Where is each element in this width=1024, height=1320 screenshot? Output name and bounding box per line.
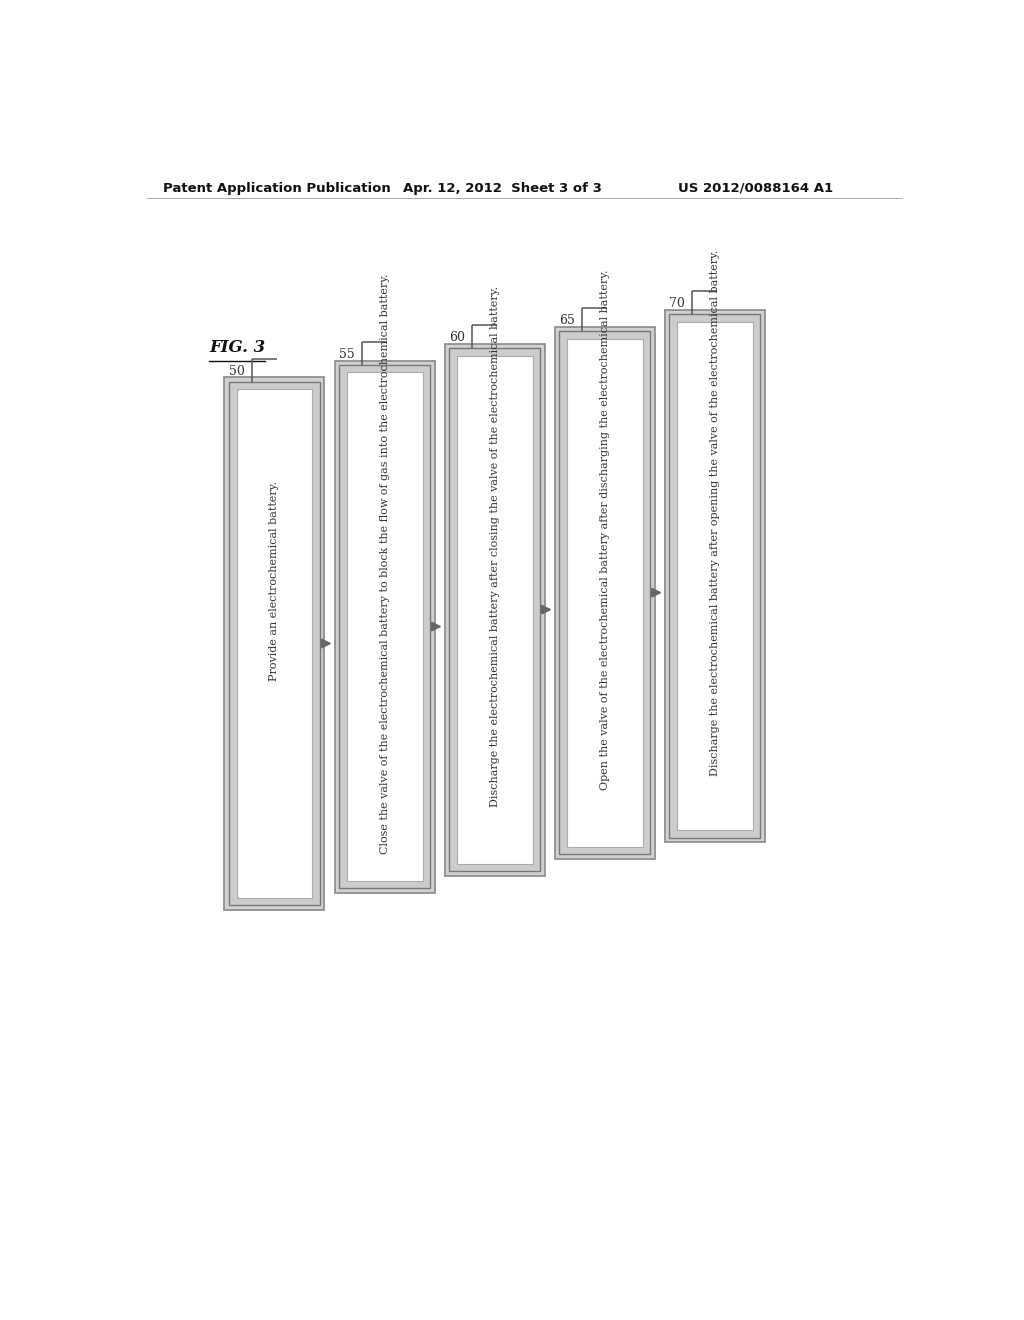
Bar <box>457 355 532 863</box>
Bar <box>346 372 423 880</box>
Bar <box>665 310 765 842</box>
Text: 55: 55 <box>339 348 354 360</box>
Text: Apr. 12, 2012  Sheet 3 of 3: Apr. 12, 2012 Sheet 3 of 3 <box>403 182 602 194</box>
Bar <box>339 364 430 888</box>
Text: Provide an electrochemical battery.: Provide an electrochemical battery. <box>269 480 280 681</box>
Bar <box>237 389 312 898</box>
Bar <box>669 314 761 838</box>
Text: 60: 60 <box>449 331 465 345</box>
Bar <box>555 326 654 859</box>
Text: Discharge the electrochemical battery after opening the valve of the electrochem: Discharge the electrochemical battery af… <box>710 249 720 776</box>
Text: 65: 65 <box>559 314 574 327</box>
Text: Discharge the electrochemical battery after closing the valve of the electrochem: Discharge the electrochemical battery af… <box>489 286 500 808</box>
Bar <box>224 378 325 909</box>
Text: Open the valve of the electrochemical battery after discharging the electrochemi: Open the valve of the electrochemical ba… <box>600 269 609 791</box>
Bar <box>335 360 434 892</box>
Bar <box>444 343 545 875</box>
Bar <box>228 381 321 906</box>
Text: Close the valve of the electrochemical battery to block the flow of gas into the: Close the valve of the electrochemical b… <box>380 273 389 854</box>
Text: 70: 70 <box>669 297 685 310</box>
Text: Patent Application Publication: Patent Application Publication <box>163 182 390 194</box>
Bar <box>449 348 541 871</box>
Bar <box>677 322 753 830</box>
Bar <box>566 339 643 847</box>
Bar <box>559 331 650 854</box>
Text: FIG. 3: FIG. 3 <box>209 339 265 356</box>
Text: US 2012/0088164 A1: US 2012/0088164 A1 <box>678 182 834 194</box>
Text: 50: 50 <box>228 364 245 378</box>
